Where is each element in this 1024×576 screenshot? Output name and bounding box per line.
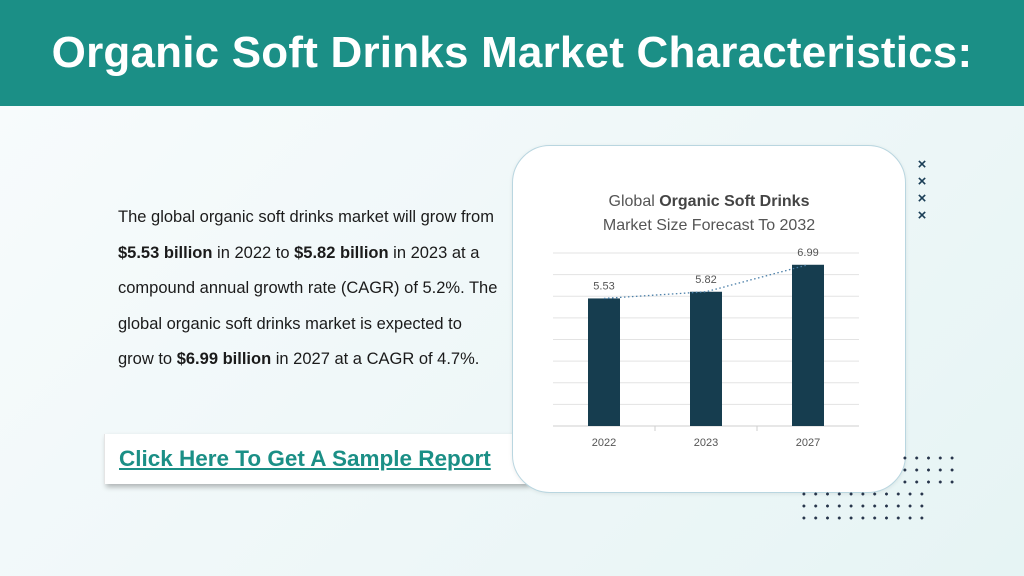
summary-text: in 2023 at a compound annual growth rate… [118, 243, 498, 369]
x-mark-icon: × [917, 173, 927, 190]
bar-2022 [588, 298, 620, 426]
summary-value-2027: $6.99 billion [176, 350, 272, 368]
x-mark-icon: × [917, 207, 927, 224]
summary-text: in 2027 at a CAGR of 4.7%. [271, 350, 480, 368]
data-label-2022: 5.53 [593, 280, 614, 292]
decorative-dot-grid [899, 452, 958, 488]
summary-text: in 2022 to [212, 243, 295, 262]
summary-value-2022: $5.53 billion [118, 243, 213, 262]
chart-card: Global Organic Soft Drinks Market Size F… [512, 145, 906, 493]
bar-chart: 5.53 2022 5.82 2023 6.99 2027 [553, 247, 859, 449]
x-tick-label: 2023 [694, 437, 718, 449]
chart-title-prefix: Global [608, 193, 660, 210]
market-summary: The global organic soft drinks market wi… [118, 200, 498, 378]
data-label-2023: 5.82 [695, 274, 716, 286]
x-tick-label: 2022 [592, 437, 616, 449]
summary-value-2023: $5.82 billion [294, 243, 389, 262]
sample-report-link[interactable]: Click Here To Get A Sample Report [119, 446, 491, 471]
trend-line [603, 264, 809, 300]
decorative-dot-grid [798, 488, 925, 524]
bar-2027 [792, 264, 824, 426]
page-title: Organic Soft Drinks Market Characteristi… [51, 28, 973, 77]
x-mark-icon: × [917, 156, 927, 173]
bar-2023 [690, 291, 722, 426]
x-mark-icon: × [917, 190, 927, 207]
data-label-2027: 6.99 [797, 247, 818, 259]
x-tick-label: 2027 [796, 437, 820, 449]
summary-text: The global organic soft drinks market wi… [118, 208, 494, 226]
decorative-x-marks: × × × × [912, 156, 932, 224]
chart-title-line2: Market Size Forecast To 2032 [602, 217, 816, 234]
sample-report-box: Click Here To Get A Sample Report [104, 434, 527, 484]
chart-title: Global Organic Soft Drinks Market Size F… [513, 190, 905, 238]
title-banner: Organic Soft Drinks Market Characteristi… [0, 0, 1024, 106]
chart-title-bold: Organic Soft Drinks [659, 193, 810, 210]
